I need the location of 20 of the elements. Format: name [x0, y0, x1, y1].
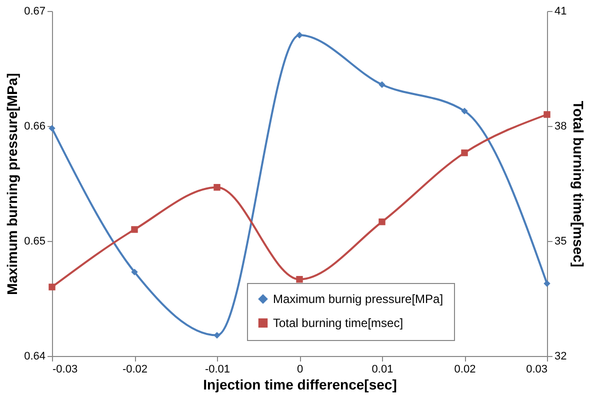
x-tick-label: -0.02: [122, 364, 148, 376]
x-tick-label: 0.01: [372, 364, 394, 376]
y-tick-label: 0.65: [24, 236, 46, 248]
x-tick-label: 0.03: [526, 364, 548, 376]
y2-axis-title: Total burning time[msec]: [570, 100, 587, 268]
y2-tick-label: 38: [554, 120, 567, 132]
x-tick-label: -0.01: [204, 364, 230, 376]
x-tick-label: -0.03: [52, 364, 78, 376]
x-tick-label: 0: [296, 364, 304, 376]
x-axis-title: Injection time difference[sec]: [203, 376, 397, 392]
legend-label: Total burning time[msec]: [273, 316, 404, 330]
y-tick-label: 0.67: [24, 6, 46, 18]
x-tick-label: 0.02: [454, 364, 476, 376]
y-tick-label: 0.66: [24, 120, 46, 132]
y2-tick-label: 41: [554, 6, 567, 18]
y-axis-title: Maximum burning pressure[MPa]: [4, 73, 20, 295]
y-tick-label: 0.64: [24, 350, 46, 362]
legend-label: Maximum burnig pressure[MPa]: [273, 292, 444, 306]
y2-tick-label: 35: [554, 236, 567, 248]
y2-tick-label: 32: [554, 350, 567, 362]
